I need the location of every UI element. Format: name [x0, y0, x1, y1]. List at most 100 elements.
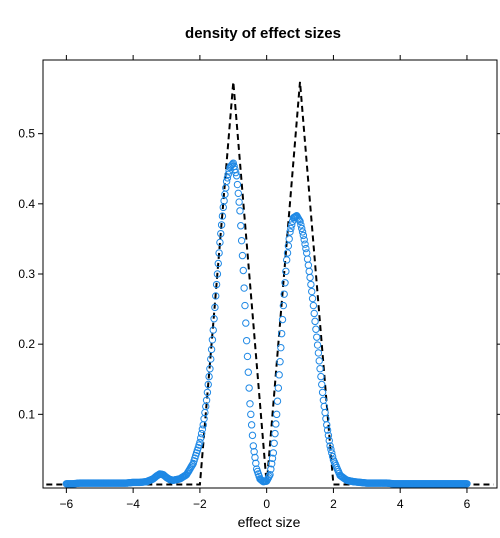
density-point	[252, 459, 260, 467]
density-point	[277, 329, 286, 338]
density-point	[211, 303, 219, 312]
density-point	[274, 384, 283, 392]
density-point	[251, 453, 259, 462]
density-point	[207, 355, 215, 363]
density-point	[275, 371, 283, 379]
density-point	[243, 352, 252, 361]
density-point	[326, 442, 334, 450]
chart-title: density of effect sizes	[185, 25, 341, 42]
density-point	[235, 198, 243, 206]
x-axis-label: effect size	[238, 514, 301, 530]
density-point	[207, 345, 216, 354]
density-point	[249, 442, 258, 450]
density-point	[303, 249, 311, 257]
x-tick-label: −6	[60, 497, 74, 511]
density-point	[247, 421, 256, 429]
x-tick-label: 6	[464, 497, 471, 511]
density-point	[267, 460, 276, 468]
density-point	[288, 221, 296, 229]
density-point	[315, 357, 323, 365]
density-point	[188, 461, 197, 469]
density-point	[328, 449, 336, 457]
x-tick-label: 2	[330, 497, 337, 511]
y-tick-label: 0.1	[18, 407, 35, 421]
density-point	[268, 454, 277, 463]
plot-frame	[42, 59, 498, 489]
x-tick-label: 0	[263, 497, 270, 511]
density-point	[323, 421, 331, 429]
density-point	[311, 317, 319, 326]
density-point	[278, 315, 287, 324]
density-point	[250, 447, 258, 456]
density-point	[302, 244, 310, 253]
density-point	[215, 249, 223, 257]
x-tick-label: −4	[126, 497, 140, 511]
density-point	[296, 217, 304, 226]
density-point	[308, 294, 317, 303]
density-point	[213, 270, 222, 278]
density-point	[248, 431, 257, 440]
density-point	[217, 221, 226, 229]
density-point	[295, 216, 303, 224]
density-point	[232, 168, 240, 177]
density-point	[305, 267, 313, 276]
density-point	[209, 326, 217, 334]
density-point	[212, 280, 221, 289]
density-point	[203, 388, 212, 397]
density-point	[316, 365, 324, 373]
density-point	[198, 425, 207, 433]
density-point	[218, 212, 227, 220]
density-point	[308, 287, 316, 296]
density-point	[299, 231, 308, 240]
density-point	[197, 434, 205, 442]
density-point	[318, 380, 326, 389]
density-point	[300, 236, 308, 244]
density-point	[240, 284, 248, 292]
density-point	[298, 228, 307, 236]
density-point	[463, 480, 471, 488]
y-tick-label: 0.2	[18, 337, 35, 351]
density-point	[281, 279, 289, 287]
density-point	[317, 372, 325, 381]
density-point	[286, 228, 294, 236]
y-tick-label: 0.3	[18, 267, 35, 281]
density-point	[205, 372, 213, 381]
density-point	[247, 410, 255, 419]
density-point	[210, 315, 218, 323]
density-point	[208, 336, 217, 344]
density-point	[267, 465, 275, 473]
density-point	[270, 439, 278, 447]
density-point	[324, 431, 333, 440]
density-point	[200, 415, 208, 423]
density-point	[196, 438, 204, 447]
density-point	[328, 452, 337, 461]
density-point	[233, 180, 242, 189]
density-point	[272, 420, 280, 428]
density-point	[237, 222, 245, 230]
density-point	[224, 170, 232, 179]
density-point	[323, 426, 332, 434]
y-tick-label: 0.5	[18, 127, 35, 141]
density-point	[234, 189, 242, 198]
x-tick-label: −2	[193, 497, 207, 511]
density-point	[239, 266, 247, 275]
density-point	[242, 336, 251, 345]
density-point	[206, 365, 214, 373]
density-point	[312, 325, 320, 333]
density-point	[202, 396, 211, 404]
density-point	[244, 368, 253, 376]
density-point	[301, 240, 309, 248]
density-point	[236, 207, 244, 215]
density-point	[313, 341, 322, 349]
density-point	[271, 429, 279, 438]
density-point	[216, 238, 224, 247]
density-point	[217, 229, 225, 238]
density-point	[303, 255, 312, 263]
density-point	[318, 388, 327, 397]
density-point	[245, 384, 253, 392]
density-point	[204, 380, 212, 389]
density-point	[304, 261, 313, 269]
density-point	[282, 267, 290, 276]
density-point	[313, 333, 321, 341]
density-point	[309, 301, 318, 310]
